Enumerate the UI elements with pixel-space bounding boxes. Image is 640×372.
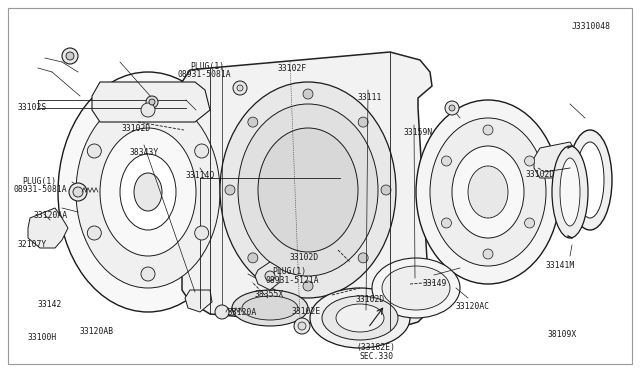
Polygon shape (185, 290, 212, 312)
Circle shape (149, 99, 155, 105)
Ellipse shape (452, 146, 524, 238)
Circle shape (442, 156, 451, 166)
Text: 08931-5081A: 08931-5081A (14, 185, 68, 194)
Circle shape (233, 81, 247, 95)
Circle shape (141, 267, 155, 281)
Text: PLUG(1): PLUG(1) (22, 177, 56, 186)
Circle shape (62, 48, 78, 64)
Circle shape (303, 281, 313, 291)
Ellipse shape (238, 104, 378, 276)
Text: 08931-5081A: 08931-5081A (178, 70, 232, 79)
Circle shape (445, 101, 459, 115)
Circle shape (298, 322, 306, 330)
Ellipse shape (120, 154, 176, 230)
Ellipse shape (568, 130, 612, 230)
Circle shape (358, 253, 368, 263)
Circle shape (442, 218, 451, 228)
Ellipse shape (560, 158, 580, 226)
Circle shape (73, 187, 83, 197)
Polygon shape (255, 262, 280, 290)
Circle shape (215, 305, 229, 319)
Circle shape (525, 218, 534, 228)
Ellipse shape (382, 266, 450, 310)
Ellipse shape (100, 128, 196, 256)
Ellipse shape (468, 166, 508, 218)
Circle shape (525, 156, 534, 166)
Ellipse shape (310, 288, 410, 348)
Circle shape (87, 226, 101, 240)
Text: 38109X: 38109X (548, 330, 577, 339)
Text: 33102D: 33102D (526, 170, 556, 179)
Text: 33159N: 33159N (404, 128, 433, 137)
Text: 33100H: 33100H (28, 333, 57, 342)
Ellipse shape (336, 304, 384, 332)
Text: PLUG(1): PLUG(1) (272, 267, 306, 276)
Ellipse shape (58, 72, 238, 312)
Text: 33111: 33111 (358, 93, 382, 102)
Text: 33142: 33142 (38, 300, 62, 309)
Text: 33102S: 33102S (18, 103, 47, 112)
Circle shape (237, 85, 243, 91)
Circle shape (449, 105, 455, 111)
Circle shape (87, 144, 101, 158)
Ellipse shape (430, 118, 546, 266)
Circle shape (225, 185, 235, 195)
Text: J3310048: J3310048 (572, 22, 611, 31)
Ellipse shape (552, 146, 588, 238)
Text: 08931-5121A: 08931-5121A (265, 276, 319, 285)
Circle shape (483, 249, 493, 259)
Ellipse shape (372, 258, 460, 318)
Ellipse shape (258, 128, 358, 252)
Circle shape (248, 117, 258, 127)
Text: 38355X: 38355X (255, 290, 284, 299)
Text: 33102F: 33102F (278, 64, 307, 73)
Circle shape (294, 318, 310, 334)
Circle shape (66, 52, 74, 60)
Ellipse shape (232, 290, 308, 326)
Text: 33120AA: 33120AA (34, 211, 68, 220)
Circle shape (141, 103, 155, 117)
Text: 33149: 33149 (423, 279, 447, 288)
Text: 32107Y: 32107Y (18, 240, 47, 249)
Polygon shape (182, 52, 432, 330)
Ellipse shape (220, 82, 396, 298)
Polygon shape (534, 142, 578, 178)
Text: 33102E: 33102E (292, 307, 321, 316)
Polygon shape (92, 82, 210, 122)
Circle shape (146, 96, 158, 108)
Circle shape (195, 226, 209, 240)
Circle shape (358, 117, 368, 127)
Text: 33102D: 33102D (122, 124, 151, 133)
Ellipse shape (242, 296, 298, 320)
Circle shape (303, 89, 313, 99)
Ellipse shape (76, 96, 220, 288)
Circle shape (248, 253, 258, 263)
Ellipse shape (576, 142, 604, 218)
Text: 33120AB: 33120AB (80, 327, 114, 336)
Text: 33102D: 33102D (356, 295, 385, 304)
Text: 33120AC: 33120AC (456, 302, 490, 311)
Text: 33141M: 33141M (546, 261, 575, 270)
Text: PLUG(1): PLUG(1) (190, 62, 224, 71)
Ellipse shape (322, 296, 398, 340)
Ellipse shape (134, 173, 162, 211)
Ellipse shape (416, 100, 560, 284)
Circle shape (69, 183, 87, 201)
Text: 33114Q: 33114Q (186, 171, 215, 180)
Circle shape (265, 271, 275, 281)
Text: (33182E): (33182E) (356, 343, 395, 352)
Polygon shape (28, 208, 68, 248)
Text: SEC.330: SEC.330 (360, 352, 394, 361)
Circle shape (195, 144, 209, 158)
Circle shape (483, 125, 493, 135)
Circle shape (381, 185, 391, 195)
Text: 38343Y: 38343Y (130, 148, 159, 157)
Text: 33120A: 33120A (228, 308, 257, 317)
Text: 33102D: 33102D (290, 253, 319, 262)
